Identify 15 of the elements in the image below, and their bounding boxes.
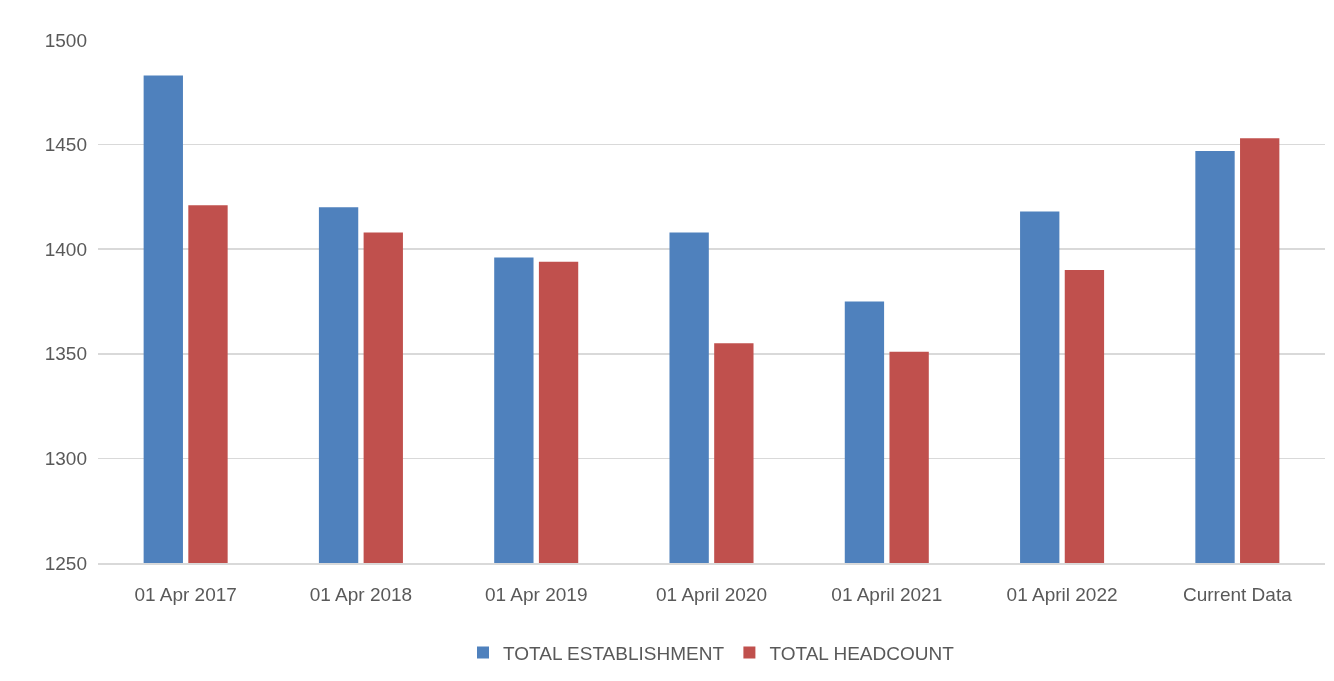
y-tick-label: 1450 (44, 134, 87, 156)
x-tick-label: 01 Apr 2018 (309, 584, 413, 606)
y-tick-label: 1350 (44, 343, 87, 365)
x-tick-label: 01 April 2021 (831, 584, 943, 606)
x-tick-label: 01 Apr 2019 (484, 584, 588, 606)
x-tick-label: 01 Apr 2017 (134, 584, 237, 606)
y-tick-label: 1500 (44, 29, 87, 51)
legend-label: TOTAL ESTABLISHMENT (503, 642, 725, 664)
y-tick-label: 1400 (44, 238, 87, 260)
x-tick-label: 01 April 2022 (1006, 584, 1118, 606)
x-tick-label: Current Data (1182, 584, 1293, 606)
legend-label: TOTAL HEADCOUNT (769, 642, 955, 664)
x-tick-label: 01 April 2020 (656, 584, 767, 606)
y-tick-label: 1300 (44, 448, 87, 470)
y-tick-label: 1250 (44, 552, 87, 574)
